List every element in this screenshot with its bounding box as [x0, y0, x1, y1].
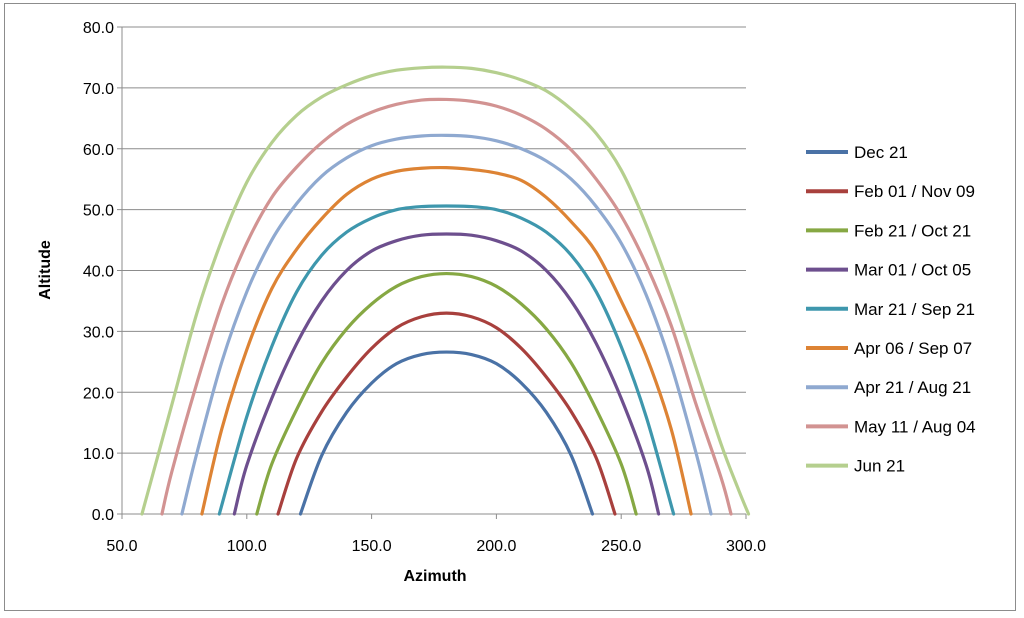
legend-item-dec-21: Dec 21 — [806, 143, 908, 162]
legend-item-feb-21-oct-21: Feb 21 / Oct 21 — [806, 221, 971, 240]
y-tick-label: 50.0 — [83, 203, 114, 220]
legend-label: Jun 21 — [854, 457, 905, 476]
y-tick-label: 80.0 — [83, 20, 114, 37]
series-line-jun-21 — [140, 65, 751, 516]
x-tick-label: 300.0 — [726, 538, 766, 555]
legend-item-may-11-aug-04: May 11 / Aug 04 — [806, 417, 976, 436]
y-axis-title: Altitude — [37, 240, 54, 300]
series-line-apr-06-sep-07 — [200, 165, 693, 516]
y-tick-label: 0.0 — [92, 507, 114, 524]
legend-label: Dec 21 — [854, 143, 908, 162]
legend-item-jun-21: Jun 21 — [806, 457, 905, 476]
x-tick-label: 50.0 — [106, 538, 137, 555]
series-line-may-11-aug-04 — [160, 97, 733, 516]
legend-label: Feb 21 / Oct 21 — [854, 221, 971, 240]
y-axis: 0.0 10.0 20.0 30.0 40.0 50.0 60.0 70.0 80.0 — [83, 20, 123, 524]
legend-label: May 11 / Aug 04 — [854, 417, 976, 436]
legend: Dec 21 Feb 01 / Nov 09 Feb 21 / Oct 21 Mar … — [806, 143, 976, 476]
y-tick-label: 70.0 — [83, 81, 114, 98]
legend-label: Mar 21 / Sep 21 — [854, 300, 975, 319]
legend-label: Mar 01 / Oct 05 — [854, 261, 971, 280]
y-tick-label: 20.0 — [83, 385, 114, 402]
legend-label: Feb 01 / Nov 09 — [854, 182, 975, 201]
legend-item-apr-06-sep-07: Apr 06 / Sep 07 — [806, 339, 972, 358]
legend-item-mar-01-oct-05: Mar 01 / Oct 05 — [806, 261, 971, 280]
x-tick-label: 100.0 — [227, 538, 267, 555]
y-tick-label: 60.0 — [83, 142, 114, 159]
x-tick-label: 150.0 — [352, 538, 392, 555]
y-tick-label: 30.0 — [83, 324, 114, 341]
legend-label: Apr 06 / Sep 07 — [854, 339, 972, 358]
series-line-dec-21 — [298, 350, 595, 516]
series-line-feb-01-nov-09 — [276, 311, 617, 516]
series-lines — [140, 65, 751, 516]
y-tick-label: 40.0 — [83, 264, 114, 281]
legend-label: Apr 21 / Aug 21 — [854, 378, 971, 397]
x-tick-label: 200.0 — [476, 538, 516, 555]
legend-item-mar-21-sep-21: Mar 21 / Sep 21 — [806, 300, 975, 319]
series-line-apr-21-aug-21 — [180, 133, 713, 516]
y-tick-label: 10.0 — [83, 446, 114, 463]
x-tick-label: 250.0 — [601, 538, 641, 555]
series-line-feb-21-oct-21 — [255, 271, 638, 516]
x-axis: 50.0 100.0 150.0 200.0 250.0 300.0 — [106, 513, 766, 555]
legend-item-apr-21-aug-21: Apr 21 / Aug 21 — [806, 378, 971, 397]
x-axis-title: Azimuth — [403, 568, 466, 585]
series-line-mar-01-oct-05 — [232, 232, 661, 516]
series-line-mar-21-sep-21 — [217, 204, 676, 516]
legend-item-feb-01-nov-09: Feb 01 / Nov 09 — [806, 182, 975, 201]
